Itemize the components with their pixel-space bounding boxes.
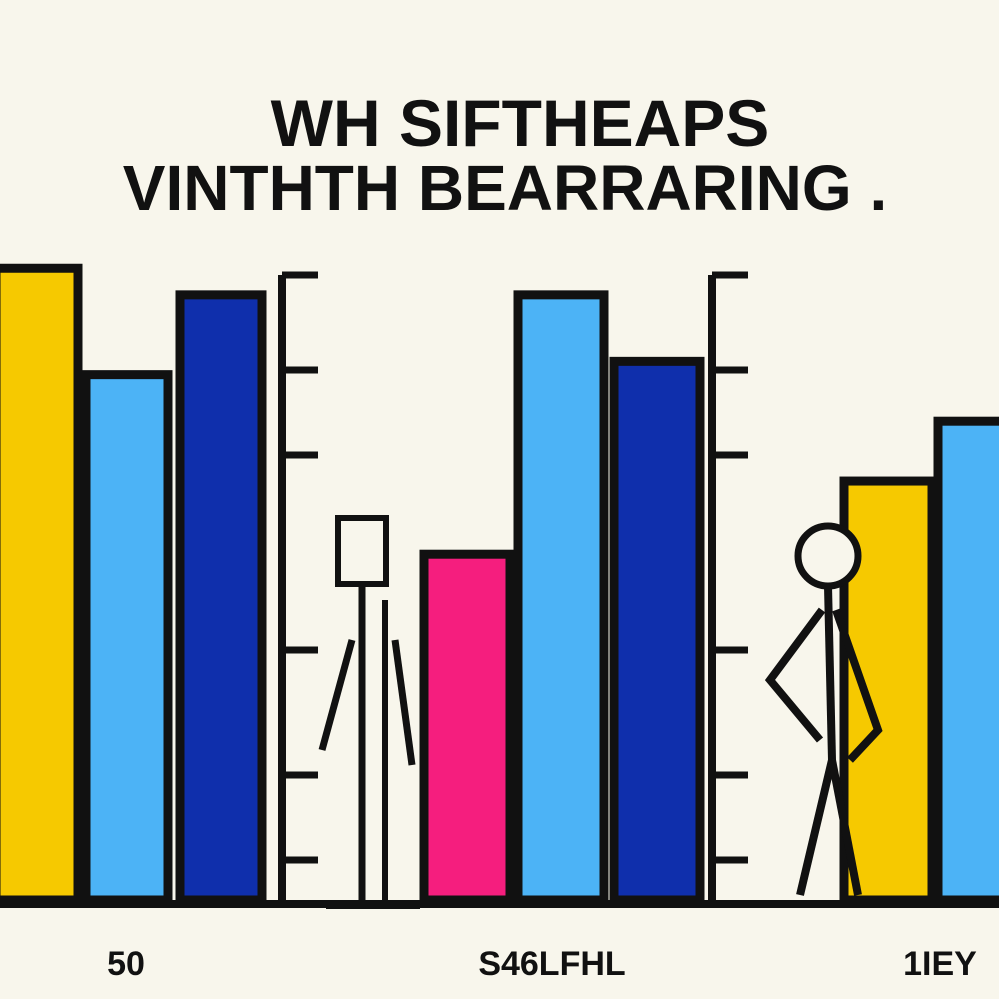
figure-2-right-leg bbox=[828, 759, 862, 896]
figure-2-left-arm bbox=[764, 607, 826, 743]
chart-title-line-2: VINTHTH BEARRARING . bbox=[123, 152, 887, 224]
bar-3-2 bbox=[933, 416, 999, 905]
figure-2-head bbox=[794, 522, 862, 590]
category-labels: 50 S46LFHL 1IEY bbox=[107, 945, 977, 983]
figure-2-right-arm bbox=[832, 608, 883, 763]
category-label-2: S46LFHL bbox=[478, 945, 625, 983]
bar-1-2 bbox=[81, 370, 173, 905]
tick-marks bbox=[278, 271, 748, 900]
figure-2-body bbox=[824, 585, 836, 761]
bar-2-1 bbox=[419, 549, 515, 905]
bar-2-2 bbox=[513, 290, 609, 905]
category-label-1: 50 bbox=[107, 945, 145, 983]
bar-1-1 bbox=[0, 263, 83, 905]
figure-2-left-leg bbox=[796, 759, 836, 896]
chart-title-line-1: WH SIFTHEAPS bbox=[271, 86, 770, 160]
bar-1-3 bbox=[175, 290, 267, 905]
category-label-3: 1IEY bbox=[903, 945, 977, 983]
bar-2-3 bbox=[609, 356, 705, 905]
bars-layer bbox=[0, 263, 999, 908]
figure-1-right-arm bbox=[391, 639, 416, 766]
stick-figures bbox=[318, 515, 883, 909]
figure-1-head bbox=[335, 515, 389, 587]
figure-1-left-arm bbox=[318, 639, 356, 751]
